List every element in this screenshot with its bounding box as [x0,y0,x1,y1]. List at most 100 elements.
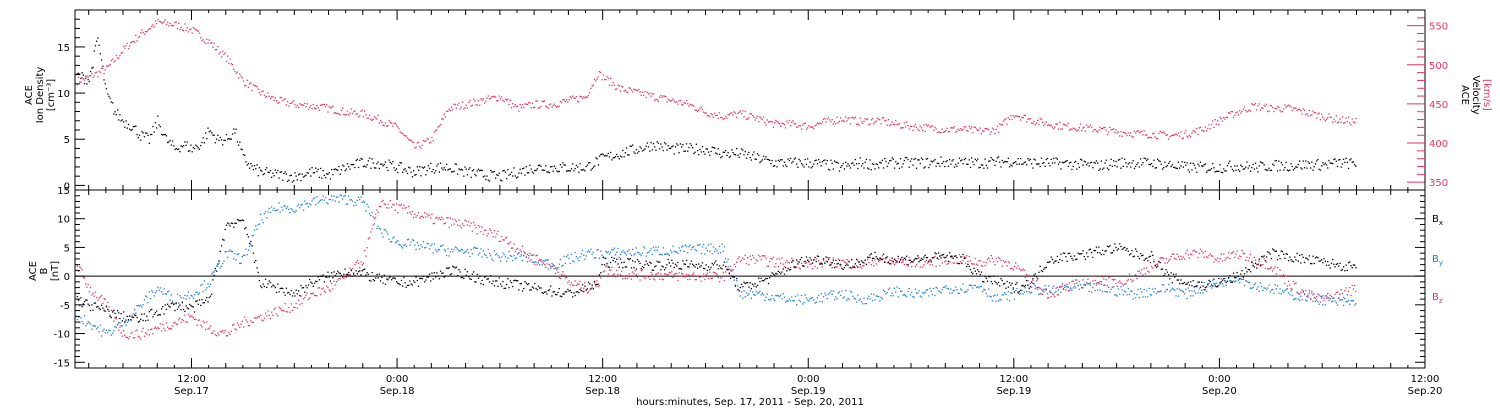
by-series-point [1218,285,1220,287]
by-series-point [616,251,618,253]
density-series-point [928,166,930,169]
bz-series-point [753,257,755,259]
by-series-point [731,269,733,271]
by-series-point [317,202,319,204]
by-series-point [1066,286,1068,288]
by-series-point [617,247,619,250]
velocity-series-point [355,113,357,115]
by-series-point [447,248,449,250]
velocity-series-point [91,72,93,75]
bz-series-point [709,271,711,273]
velocity-series-point [807,127,809,129]
by-series-point [646,252,648,254]
bz-series-point [92,292,94,294]
by-series-point [94,325,97,327]
bx-series-point [567,288,569,291]
bz-series-point [459,225,461,227]
by-series-point [126,321,128,323]
density-series-point [256,164,258,166]
velocity-series-point [312,103,314,106]
bz-series-point [679,275,682,277]
density-series-point [130,129,132,132]
bz-series-point [786,260,788,262]
density-series-point [387,169,389,172]
bx-series-point [780,273,782,275]
by-series-point [1040,288,1043,291]
density-series-point [212,134,214,136]
velocity-series-point [940,132,942,134]
by-series-point [922,292,924,294]
bx-series-point [464,268,466,270]
by-series-point [1098,283,1100,285]
top-right-tick-label: 500 [1429,61,1448,72]
by-series-point [112,332,114,334]
by-series-point [833,298,836,301]
by-series-point [950,288,952,290]
velocity-series-point [885,119,887,122]
velocity-series-point [1028,118,1030,120]
bz-series-point [453,223,455,225]
density-series-point [337,169,339,171]
bx-series-point [169,306,171,308]
bz-series-point [470,222,472,224]
by-series-point [1188,290,1191,292]
by-series-point [1204,289,1206,291]
bx-series-point [387,279,389,281]
bz-series-point [300,295,302,297]
bz-series-point [729,269,732,271]
velocity-series-point [849,123,852,125]
bx-series-point [490,275,492,277]
bottom-tick-label: 15 [57,186,70,197]
bz-series-point [167,326,169,328]
bz-series-point [1038,286,1040,289]
bx-series-point [93,302,95,304]
density-series-point [918,159,920,161]
velocity-series-point [523,107,525,109]
bz-series-point [239,326,241,328]
by-series-point [929,287,931,290]
density-series-point [230,138,232,140]
bx-series-point [485,275,487,277]
velocity-series-point [1120,131,1122,133]
density-series-point [749,157,751,159]
density-series-point [235,128,237,130]
bz-series-point [885,258,887,260]
bz-series-point [1299,293,1301,295]
bz-series-point [580,287,582,289]
velocity-series-point [553,103,555,105]
bz-series-point [266,315,268,317]
bx-series-point [832,259,834,261]
bx-series-point [268,280,270,282]
bz-series-point [1292,280,1295,283]
bz-series-point [225,335,228,337]
bz-series-point [742,257,744,259]
velocity-series-point [596,78,598,80]
density-series-point [1292,169,1295,171]
bx-series-point [239,220,241,222]
velocity-series-point [159,21,161,23]
by-series-point [903,294,905,296]
velocity-series-point [1081,130,1083,132]
velocity-series-point [960,128,962,130]
by-series-point [727,258,729,261]
bx-series-point [96,306,98,308]
by-series-point [331,195,333,197]
density-series-point [875,163,877,165]
bx-series-point [258,280,261,282]
top-right-axis-label: ACE [1459,85,1470,105]
velocity-series-point [384,122,387,124]
bx-series-point [453,266,455,268]
density-series-point [85,77,87,79]
by-series-point [1275,288,1277,290]
bx-series-point [668,262,670,264]
velocity-series-point [387,125,389,127]
bz-series-point [87,283,89,286]
bz-series-point [1347,290,1350,292]
velocity-series-point [357,116,360,118]
velocity-series-point [1311,114,1313,116]
by-series-point [633,254,635,256]
density-series-point [384,161,387,163]
density-series-point [726,154,728,156]
density-series-point [1296,166,1298,169]
velocity-series-point [134,41,136,43]
